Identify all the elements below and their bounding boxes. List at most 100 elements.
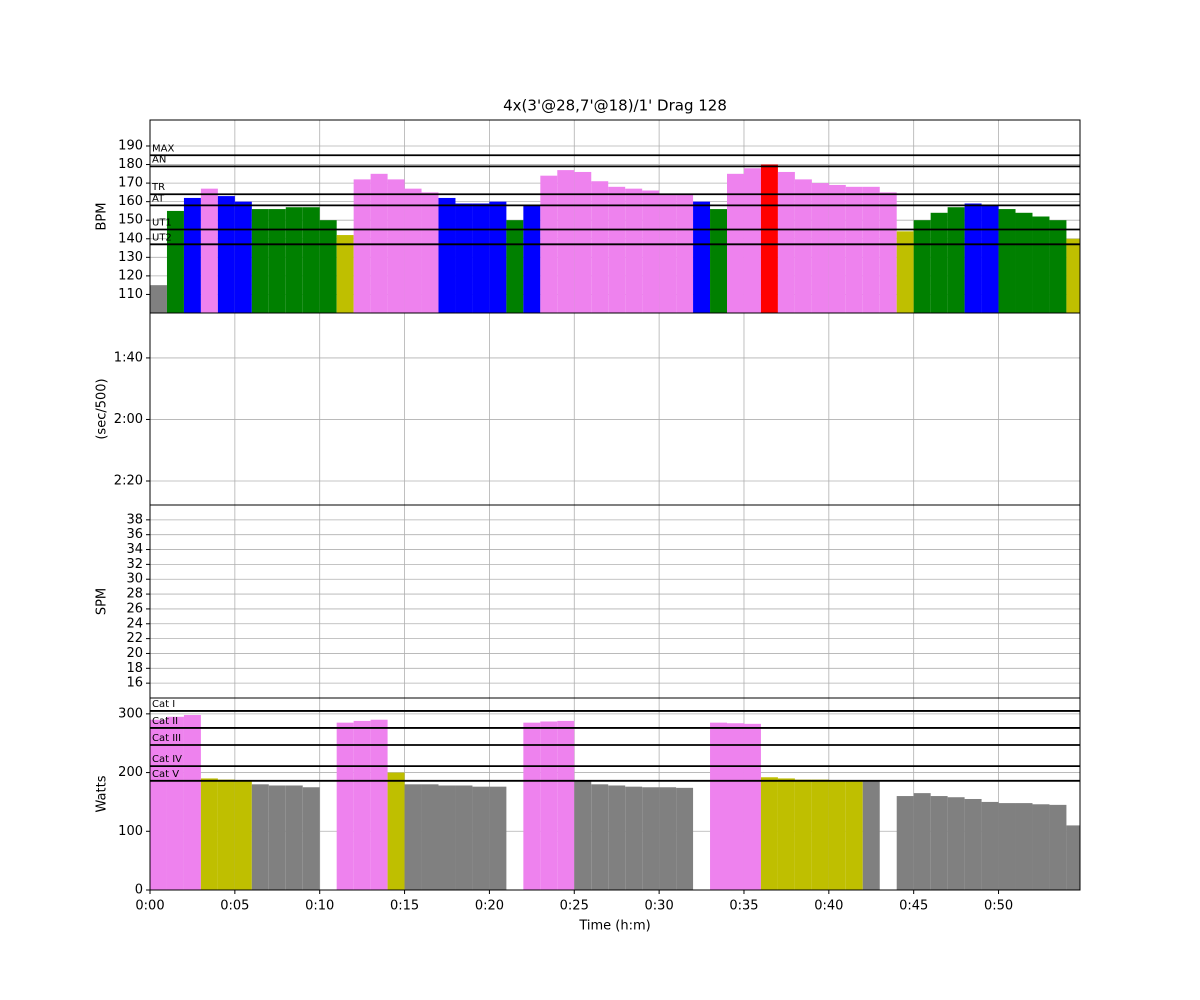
zone-label: AN	[152, 154, 166, 165]
bar	[930, 796, 948, 890]
bar	[727, 723, 744, 890]
y-tick-label: 200	[118, 765, 143, 780]
bar	[777, 778, 795, 890]
bar	[302, 207, 320, 313]
bar	[794, 779, 812, 890]
bar	[285, 207, 303, 313]
bar	[251, 784, 269, 890]
bar	[557, 170, 575, 313]
bar	[353, 720, 371, 890]
bar	[896, 796, 914, 890]
bar	[777, 171, 795, 313]
zone-label: MAX	[152, 143, 174, 154]
panel	[150, 698, 1080, 890]
bar	[523, 205, 541, 313]
x-tick-label: 0:45	[899, 899, 928, 914]
bar	[659, 787, 677, 890]
bar	[743, 168, 761, 313]
bar	[404, 188, 422, 313]
bar	[1066, 238, 1080, 313]
y-tick-label: 130	[118, 250, 143, 265]
y-tick-label: 140	[118, 231, 143, 246]
bar	[455, 203, 473, 313]
bar	[998, 803, 1016, 890]
bar	[998, 209, 1016, 313]
bar	[845, 780, 863, 890]
bar	[166, 716, 184, 890]
x-tick-label: 0:10	[305, 899, 334, 914]
bar	[964, 798, 982, 890]
bar	[421, 784, 439, 890]
bar	[760, 777, 778, 890]
bar	[608, 785, 626, 890]
bar	[336, 722, 354, 890]
y-tick-label: 0	[135, 883, 143, 898]
zone-label: Cat II	[152, 716, 178, 727]
x-axis-label: Time (h:m)	[578, 919, 650, 934]
bar	[387, 179, 405, 313]
y-axis-label: BPM	[95, 203, 110, 231]
bar	[438, 785, 456, 890]
y-tick-label: 2:00	[114, 412, 143, 427]
bar	[370, 173, 388, 313]
bar	[811, 779, 829, 890]
y-tick-label: 22	[126, 631, 143, 646]
bar	[930, 212, 948, 313]
bar	[234, 201, 252, 313]
bar	[743, 723, 761, 890]
bar	[828, 780, 846, 890]
y-tick-label: 36	[126, 527, 143, 542]
bar	[1015, 803, 1033, 890]
bar	[913, 220, 931, 313]
x-tick-label: 0:40	[814, 899, 843, 914]
bar	[574, 781, 592, 890]
x-tick-label: 0:25	[560, 899, 589, 914]
bar	[387, 772, 405, 890]
x-tick-label: 0:30	[645, 899, 674, 914]
bar	[862, 781, 880, 890]
bar	[693, 201, 711, 313]
y-tick-label: 34	[126, 542, 143, 557]
bar	[285, 785, 303, 890]
bar	[489, 786, 507, 890]
bar	[625, 786, 643, 890]
bar	[438, 197, 456, 313]
y-tick-label: 190	[118, 138, 143, 153]
y-tick-label: 16	[126, 676, 143, 691]
bar	[947, 207, 965, 313]
x-tick-label: 0:20	[475, 899, 504, 914]
bar	[879, 192, 897, 313]
x-tick-label: 0:50	[984, 899, 1013, 914]
zone-label: UT1	[152, 217, 172, 228]
y-axis-label: SPM	[95, 588, 110, 615]
y-tick-label: 110	[118, 287, 143, 302]
bar	[642, 787, 660, 890]
zone-label: Cat IV	[152, 754, 182, 765]
bar	[319, 220, 337, 313]
y-tick-label: 26	[126, 601, 143, 616]
bar	[1049, 220, 1067, 313]
y-axis-label: (sec/500)	[95, 378, 110, 439]
bar	[862, 186, 880, 313]
bar	[472, 786, 490, 890]
x-tick-label: 0:15	[390, 899, 419, 914]
bar	[1015, 212, 1033, 313]
bar	[557, 720, 575, 890]
bar	[489, 201, 507, 313]
bar	[981, 205, 999, 313]
bar	[150, 285, 167, 313]
bar	[523, 722, 541, 890]
bar	[217, 196, 235, 313]
bar	[421, 192, 439, 313]
bar	[625, 188, 643, 313]
bar	[710, 722, 728, 890]
bar	[710, 209, 728, 313]
bar	[1049, 804, 1067, 890]
zone-label: UT2	[152, 232, 172, 243]
zone-label: AT	[152, 193, 165, 204]
bar	[828, 184, 846, 313]
y-tick-label: 300	[118, 706, 143, 721]
y-tick-label: 24	[126, 616, 143, 631]
bar	[166, 210, 184, 313]
y-tick-label: 180	[118, 157, 143, 172]
